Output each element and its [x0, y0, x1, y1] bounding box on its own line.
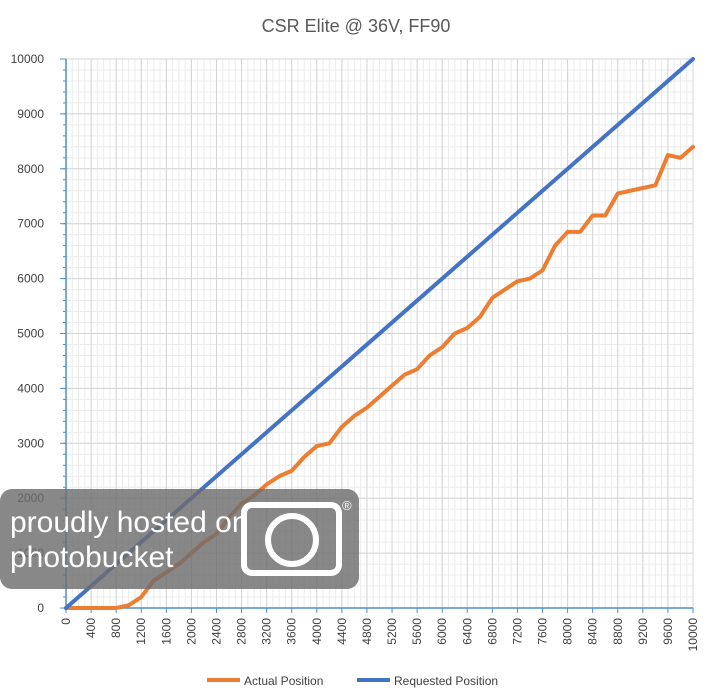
x-tick-label: 2800	[235, 618, 249, 645]
x-tick-label: 5200	[385, 618, 399, 645]
y-tick-label: 4000	[17, 381, 44, 395]
x-tick-label: 4400	[335, 618, 349, 645]
x-tick-label: 9200	[636, 618, 650, 645]
watermark-registered-mark: ®	[342, 498, 352, 513]
x-tick-label: 2000	[184, 618, 198, 645]
y-tick-label: 8000	[17, 162, 44, 176]
x-axis-ticks: 0 400 800 1200 1600 2000 2400 2800 3200 3600 4000 4…	[59, 608, 700, 651]
x-tick-label: 400	[84, 618, 98, 638]
x-tick-label: 4000	[310, 618, 324, 645]
photobucket-watermark: proudly hosted on photobucket ®	[0, 489, 359, 589]
watermark-line2: photobucket	[10, 541, 174, 574]
y-tick-label: 6000	[17, 272, 44, 286]
x-tick-label: 1600	[159, 618, 173, 645]
x-tick-label: 4800	[360, 618, 374, 645]
y-tick-label: 0	[37, 601, 44, 615]
x-tick-label: 0	[59, 618, 73, 625]
x-tick-label: 3200	[260, 618, 274, 645]
y-tick-label: 9000	[17, 107, 44, 121]
x-tick-label: 7600	[536, 618, 550, 645]
grid-major	[65, 58, 694, 609]
x-tick-label: 10000	[686, 618, 700, 652]
y-tick-label: 5000	[17, 327, 44, 341]
watermark-background	[0, 489, 359, 589]
x-tick-label: 1200	[134, 618, 148, 645]
x-tick-label: 8400	[586, 618, 600, 645]
camera-icon	[241, 502, 342, 576]
x-tick-label: 6800	[485, 618, 499, 645]
x-tick-label: 800	[109, 618, 123, 638]
legend: Actual Position Requested Position	[207, 674, 498, 688]
watermark-line1: proudly hosted on	[10, 506, 249, 539]
chart-title: CSR Elite @ 36V, FF90	[262, 16, 451, 36]
x-tick-label: 2400	[209, 618, 223, 645]
y-tick-label: 3000	[17, 436, 44, 450]
x-tick-label: 3600	[285, 618, 299, 645]
x-tick-label: 6400	[460, 618, 474, 645]
x-tick-label: 8800	[611, 618, 625, 645]
y-tick-label: 7000	[17, 217, 44, 231]
legend-label-requested-position: Requested Position	[394, 674, 498, 688]
y-tick-label: 10000	[11, 52, 45, 66]
legend-label-actual-position: Actual Position	[244, 674, 323, 688]
x-tick-label: 6000	[435, 618, 449, 645]
x-tick-label: 9600	[661, 618, 675, 645]
x-tick-label: 8000	[561, 618, 575, 645]
x-tick-label: 7200	[510, 618, 524, 645]
x-tick-label: 5600	[410, 618, 424, 645]
